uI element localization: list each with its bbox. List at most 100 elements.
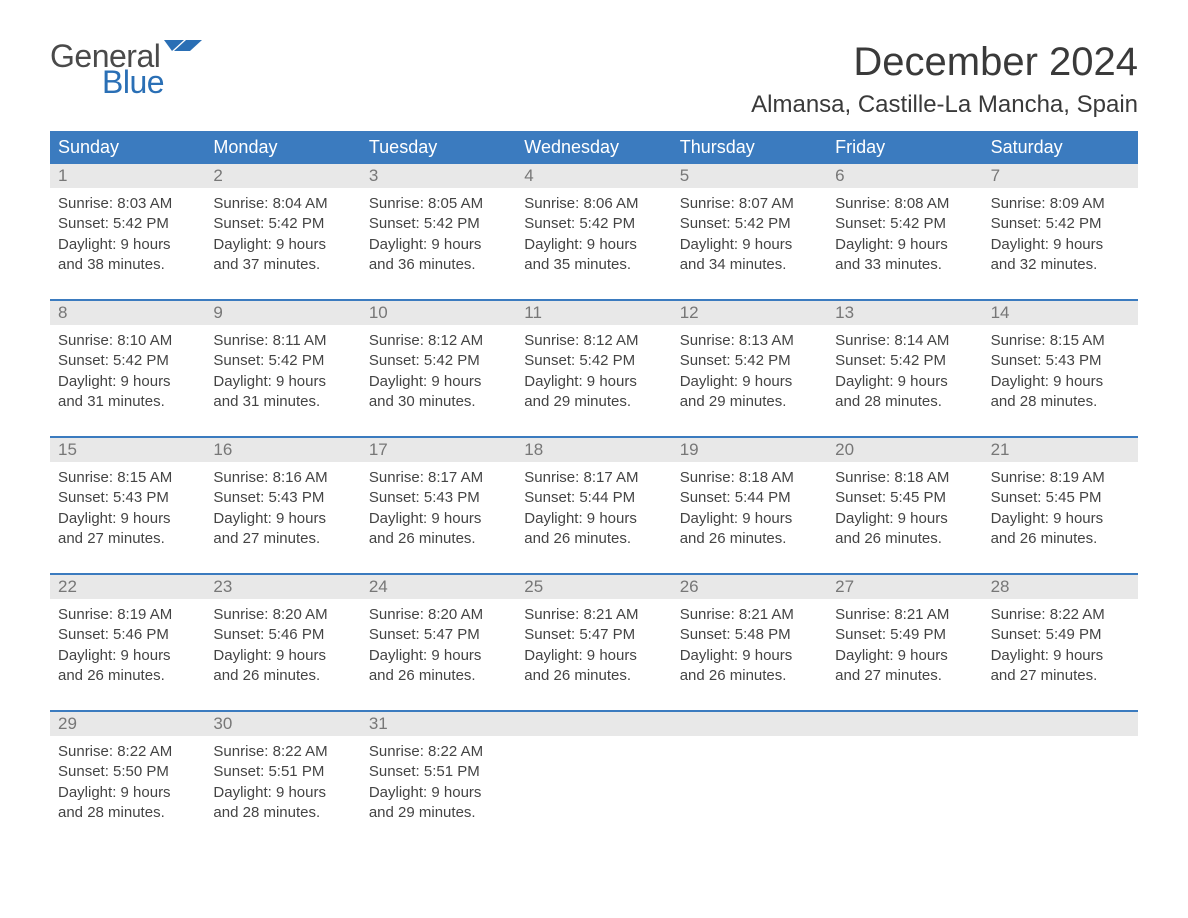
day-number: 29 (50, 712, 205, 736)
daylight-text: and 27 minutes. (213, 529, 352, 549)
daylight-text: Daylight: 9 hours (524, 509, 663, 529)
daylight-text: and 27 minutes. (58, 529, 197, 549)
day-number: 10 (361, 301, 516, 325)
day-number: 24 (361, 575, 516, 599)
daylight-text: Daylight: 9 hours (835, 646, 974, 666)
sunrise-text: Sunrise: 8:12 AM (524, 331, 663, 351)
daylight-text: Daylight: 9 hours (58, 783, 197, 803)
daylight-text: and 28 minutes. (213, 803, 352, 823)
day-number: 19 (672, 438, 827, 462)
day-cell: Sunrise: 8:07 AMSunset: 5:42 PMDaylight:… (672, 188, 827, 285)
sunrise-text: Sunrise: 8:21 AM (524, 605, 663, 625)
daylight-text: Daylight: 9 hours (991, 235, 1130, 255)
daylight-text: and 36 minutes. (369, 255, 508, 275)
sunrise-text: Sunrise: 8:17 AM (524, 468, 663, 488)
day-cell: Sunrise: 8:13 AMSunset: 5:42 PMDaylight:… (672, 325, 827, 422)
sunset-text: Sunset: 5:42 PM (835, 214, 974, 234)
day-cell: Sunrise: 8:17 AMSunset: 5:43 PMDaylight:… (361, 462, 516, 559)
title-block: December 2024 Almansa, Castille-La Manch… (751, 40, 1138, 119)
sunset-text: Sunset: 5:50 PM (58, 762, 197, 782)
day-cell: Sunrise: 8:18 AMSunset: 5:44 PMDaylight:… (672, 462, 827, 559)
sunrise-text: Sunrise: 8:15 AM (58, 468, 197, 488)
sunrise-text: Sunrise: 8:22 AM (213, 742, 352, 762)
daylight-text: Daylight: 9 hours (991, 372, 1130, 392)
weekday-header: Thursday (672, 131, 827, 164)
day-number: 1 (50, 164, 205, 188)
day-cell: Sunrise: 8:09 AMSunset: 5:42 PMDaylight:… (983, 188, 1138, 285)
day-number (983, 712, 1138, 736)
sunset-text: Sunset: 5:43 PM (213, 488, 352, 508)
daylight-text: and 26 minutes. (369, 666, 508, 686)
daylight-text: and 26 minutes. (58, 666, 197, 686)
calendar: Sunday Monday Tuesday Wednesday Thursday… (50, 131, 1138, 833)
location-subtitle: Almansa, Castille-La Mancha, Spain (751, 91, 1138, 119)
daylight-text: and 27 minutes. (835, 666, 974, 686)
day-number: 4 (516, 164, 671, 188)
daylight-text: and 32 minutes. (991, 255, 1130, 275)
daylight-text: and 31 minutes. (213, 392, 352, 412)
day-number: 6 (827, 164, 982, 188)
day-number: 7 (983, 164, 1138, 188)
daylight-text: and 28 minutes. (58, 803, 197, 823)
day-cell: Sunrise: 8:12 AMSunset: 5:42 PMDaylight:… (516, 325, 671, 422)
day-number (827, 712, 982, 736)
daylight-text: and 37 minutes. (213, 255, 352, 275)
daylight-text: and 26 minutes. (991, 529, 1130, 549)
daylight-text: and 28 minutes. (991, 392, 1130, 412)
daylight-text: Daylight: 9 hours (213, 235, 352, 255)
day-cell: Sunrise: 8:21 AMSunset: 5:48 PMDaylight:… (672, 599, 827, 696)
sunrise-text: Sunrise: 8:21 AM (680, 605, 819, 625)
sunrise-text: Sunrise: 8:22 AM (369, 742, 508, 762)
daylight-text: and 35 minutes. (524, 255, 663, 275)
day-number: 17 (361, 438, 516, 462)
weekday-header: Wednesday (516, 131, 671, 164)
flag-icon (164, 40, 202, 66)
daylight-text: and 26 minutes. (369, 529, 508, 549)
day-cell: Sunrise: 8:17 AMSunset: 5:44 PMDaylight:… (516, 462, 671, 559)
daylight-text: Daylight: 9 hours (991, 509, 1130, 529)
day-cell: Sunrise: 8:05 AMSunset: 5:42 PMDaylight:… (361, 188, 516, 285)
weekday-header: Saturday (983, 131, 1138, 164)
daylight-text: and 34 minutes. (680, 255, 819, 275)
day-number: 11 (516, 301, 671, 325)
sunrise-text: Sunrise: 8:22 AM (991, 605, 1130, 625)
sunset-text: Sunset: 5:42 PM (369, 214, 508, 234)
daylight-text: Daylight: 9 hours (369, 372, 508, 392)
sunset-text: Sunset: 5:46 PM (213, 625, 352, 645)
daylight-text: Daylight: 9 hours (680, 372, 819, 392)
sunset-text: Sunset: 5:49 PM (835, 625, 974, 645)
daylight-text: Daylight: 9 hours (835, 372, 974, 392)
day-cell (983, 736, 1138, 833)
daylight-text: and 26 minutes. (213, 666, 352, 686)
day-number: 27 (827, 575, 982, 599)
daylight-text: Daylight: 9 hours (213, 783, 352, 803)
sunrise-text: Sunrise: 8:17 AM (369, 468, 508, 488)
daylight-text: Daylight: 9 hours (369, 235, 508, 255)
day-cell: Sunrise: 8:22 AMSunset: 5:51 PMDaylight:… (205, 736, 360, 833)
day-number: 23 (205, 575, 360, 599)
day-number-row: 22232425262728 (50, 575, 1138, 599)
calendar-week: 293031Sunrise: 8:22 AMSunset: 5:50 PMDay… (50, 710, 1138, 833)
day-cell (516, 736, 671, 833)
day-number: 2 (205, 164, 360, 188)
day-cell: Sunrise: 8:22 AMSunset: 5:49 PMDaylight:… (983, 599, 1138, 696)
sunrise-text: Sunrise: 8:13 AM (680, 331, 819, 351)
weekday-header: Tuesday (361, 131, 516, 164)
sunrise-text: Sunrise: 8:11 AM (213, 331, 352, 351)
sunrise-text: Sunrise: 8:19 AM (991, 468, 1130, 488)
day-cell: Sunrise: 8:06 AMSunset: 5:42 PMDaylight:… (516, 188, 671, 285)
daylight-text: Daylight: 9 hours (58, 372, 197, 392)
day-number: 26 (672, 575, 827, 599)
day-number: 8 (50, 301, 205, 325)
day-number (672, 712, 827, 736)
day-number: 13 (827, 301, 982, 325)
sunset-text: Sunset: 5:49 PM (991, 625, 1130, 645)
sunset-text: Sunset: 5:43 PM (369, 488, 508, 508)
sunset-text: Sunset: 5:44 PM (524, 488, 663, 508)
sunrise-text: Sunrise: 8:18 AM (680, 468, 819, 488)
sunrise-text: Sunrise: 8:08 AM (835, 194, 974, 214)
day-cell: Sunrise: 8:08 AMSunset: 5:42 PMDaylight:… (827, 188, 982, 285)
sunset-text: Sunset: 5:45 PM (991, 488, 1130, 508)
daylight-text: Daylight: 9 hours (835, 235, 974, 255)
day-number: 25 (516, 575, 671, 599)
